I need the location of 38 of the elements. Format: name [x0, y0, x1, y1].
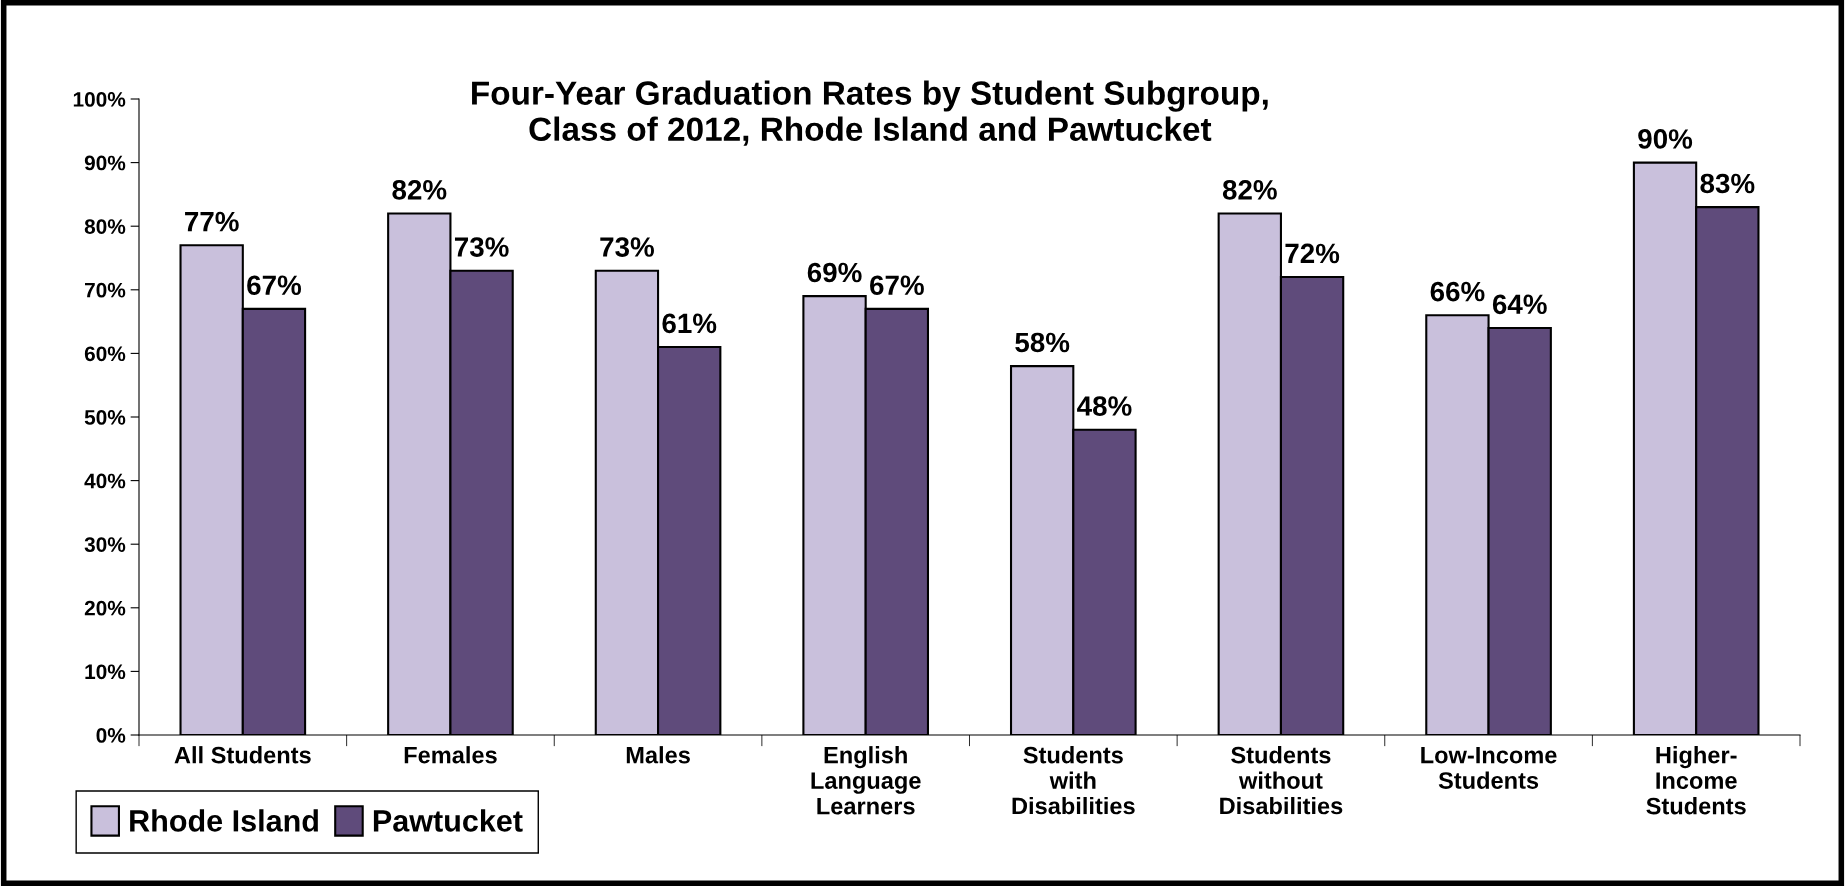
- data-label: 67%: [247, 275, 302, 296]
- data-label: 66%: [1430, 281, 1485, 302]
- data-label: 90%: [1638, 129, 1693, 149]
- y-tick-label: 90%: [84, 155, 126, 171]
- data-label: 82%: [392, 179, 447, 200]
- legend-label: Rhode Island: [130, 809, 318, 832]
- data-label: 73%: [454, 237, 509, 257]
- data-label: 83%: [1700, 173, 1755, 194]
- data-label: 82%: [1222, 179, 1277, 200]
- y-tick-label: 60%: [84, 346, 126, 362]
- y-tick-label: 10%: [85, 664, 126, 680]
- legend-label: Pawtucket: [373, 809, 523, 832]
- x-tick-label: Males: [626, 746, 690, 764]
- x-tick-label: Low-Income Students: [1421, 746, 1557, 789]
- y-tick-label: 40%: [84, 473, 126, 489]
- y-tick-label: 0%: [96, 728, 126, 743]
- data-label: 77%: [185, 211, 239, 232]
- data-label: 73%: [600, 237, 654, 257]
- data-label: 72%: [1285, 243, 1340, 264]
- data-label: 69%: [807, 262, 862, 283]
- x-tick-label: Higher- Income Students: [1646, 746, 1746, 815]
- x-tick-label: All Students: [174, 746, 311, 764]
- data-label: 64%: [1492, 294, 1547, 315]
- x-tick-label: Females: [404, 746, 497, 764]
- data-label: 67%: [870, 275, 924, 296]
- y-tick-label: 20%: [84, 600, 126, 616]
- y-tick-label: 80%: [84, 219, 126, 234]
- x-tick-label: Students without Disabilities: [1220, 746, 1343, 815]
- chart-title: Four-Year Graduation Rates by Student Subgroup, Class of 2012, Rhode Island and Pawtucket: [472, 80, 1268, 146]
- y-tick-label: 70%: [85, 282, 126, 298]
- data-label: 58%: [1015, 332, 1070, 353]
- x-tick-label: Students with Disabilities: [1012, 746, 1135, 815]
- y-tick-label: 100%: [73, 92, 126, 107]
- x-tick-label: English Language Learners: [811, 746, 921, 815]
- y-tick-label: 50%: [84, 410, 126, 425]
- data-label: 61%: [662, 313, 717, 334]
- y-tick-label: 30%: [84, 537, 126, 552]
- data-label: 48%: [1077, 396, 1132, 416]
